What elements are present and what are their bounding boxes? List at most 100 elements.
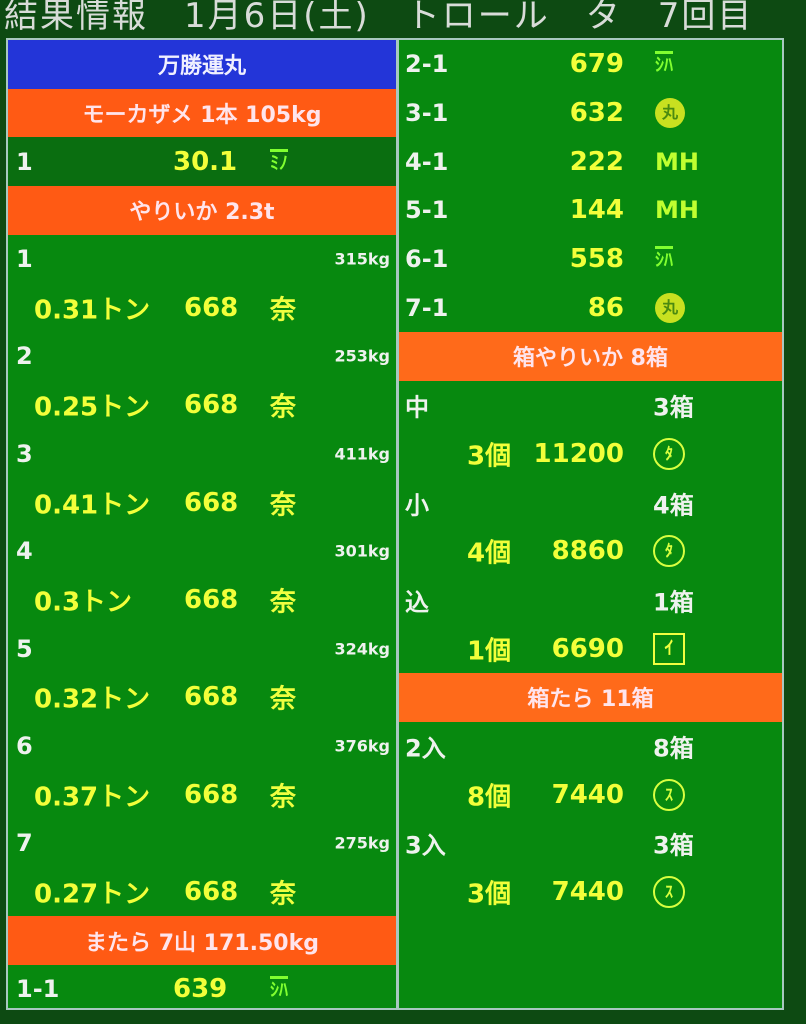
grade-label: 小 xyxy=(405,491,429,520)
buyer-mark-nara-icon: 奈 xyxy=(270,392,297,423)
section-header: モーカザメ 1本 105kg xyxy=(8,88,396,138)
result-row: 1 30.1 ﾐﾉ xyxy=(8,137,396,187)
lot-weight: 411kg xyxy=(334,444,391,464)
buyer-mark-nara-icon: 奈 xyxy=(270,879,297,910)
lot-weight: 275kg xyxy=(334,833,391,853)
lot-label: 2-1 xyxy=(405,50,449,79)
lot-number: 2 xyxy=(16,342,33,371)
lot-tons: 0.31トン xyxy=(34,295,151,326)
grade-row: 2入 8箱 xyxy=(399,722,782,771)
box-count: 3箱 xyxy=(653,393,694,422)
buyer-mark-cell: ｼﾊ xyxy=(655,246,673,272)
buyer-mark-cell: 奈 xyxy=(270,289,296,326)
lot-price: 668 xyxy=(184,779,239,810)
lot-row: 1 315kg xyxy=(8,235,396,284)
lot-price: 639 xyxy=(173,974,228,1005)
grade-row: 小 4箱 xyxy=(399,478,782,527)
buyer-mark-bar-icon: ｼﾊ xyxy=(270,976,288,1002)
lot-label: 6-1 xyxy=(405,245,449,274)
lot-label: 4-1 xyxy=(405,147,449,176)
buyer-mark-cell: 奈 xyxy=(270,581,296,618)
lot-detail-row: 0.27トン 668 奈 xyxy=(8,868,396,917)
buyer-mark-cell: 奈 xyxy=(270,776,296,813)
buyer-mark-nara-icon: 奈 xyxy=(270,587,297,618)
buyer-mark-cell: 奈 xyxy=(270,484,296,521)
result-row: 3-1 632 丸 xyxy=(399,89,782,138)
result-row: 2-1 679 ｼﾊ xyxy=(399,40,782,89)
lot-number: 6 xyxy=(16,731,33,760)
grade-detail-row: 1個 6690 ｲ xyxy=(399,624,782,673)
lot-detail-row: 0.37トン 668 奈 xyxy=(8,770,396,819)
lot-tons: 0.41トン xyxy=(34,490,151,521)
buyer-mark-cell: ﾀ xyxy=(653,437,685,470)
vessel-name: 万勝運丸 xyxy=(157,54,246,80)
buyer-mark-cell: ｼﾊ xyxy=(270,976,288,1002)
buyer-mark-cell: 丸 xyxy=(655,292,685,323)
buyer-mark-nara-icon: 奈 xyxy=(270,782,297,813)
lot-price: 679 xyxy=(569,49,624,80)
section-header-label: やりいか 2.3t xyxy=(129,200,275,226)
lot-number: 7 xyxy=(16,829,33,858)
lot-price: 30.1 xyxy=(173,146,238,177)
buyer-mark-circle-icon: ｽ xyxy=(653,778,685,811)
lot-detail-row: 0.25トン 668 奈 xyxy=(8,381,396,430)
buyer-mark-circle-icon: ﾀ xyxy=(653,535,685,568)
vessel-name-band: 万勝運丸 xyxy=(8,40,396,89)
buyer-mark-circle-filled-icon: 丸 xyxy=(655,98,685,129)
lot-row: 6 376kg xyxy=(8,722,396,771)
buyer-mark-cell: 奈 xyxy=(270,874,296,911)
page-title: 結果情報 1月6日(土) トロール タ 7回目 xyxy=(4,0,754,36)
piece-count: 1個 xyxy=(467,636,512,667)
lot-price: 86 xyxy=(587,292,624,323)
piece-count: 3個 xyxy=(467,441,512,472)
grade-row: 込 1箱 xyxy=(399,576,782,625)
lot-row: 7 275kg xyxy=(8,819,396,868)
lot-label: 7-1 xyxy=(405,293,449,322)
lot-row: 2 253kg xyxy=(8,332,396,381)
lot-detail-row: 0.32トン 668 奈 xyxy=(8,673,396,722)
buyer-mark-nara-icon: 奈 xyxy=(270,684,297,715)
lot-label: 1-1 xyxy=(16,975,60,1004)
lot-tons: 0.32トン xyxy=(34,684,151,715)
box-count: 4箱 xyxy=(653,491,694,520)
lot-weight: 376kg xyxy=(334,736,391,756)
lot-detail-row: 0.3トン 668 奈 xyxy=(8,576,396,625)
grade-detail-row: 3個 7440 ｽ xyxy=(399,868,782,917)
section-header: 箱やりいか 8箱 xyxy=(399,332,782,381)
lot-weight: 324kg xyxy=(334,639,391,659)
grade-detail-row: 4個 8860 ﾀ xyxy=(399,527,782,576)
lot-tons: 0.3トン xyxy=(34,587,133,618)
buyer-mark-bar-icon: ﾐﾉ xyxy=(270,148,288,174)
lot-price: 144 xyxy=(569,195,624,226)
lot-price: 222 xyxy=(569,146,624,177)
grade-label: 2入 xyxy=(405,734,446,763)
lot-number: 3 xyxy=(16,439,33,468)
buyer-mark-bar-icon: ｼﾊ xyxy=(655,246,673,272)
box-count: 8箱 xyxy=(653,734,694,763)
grade-detail-row: 3個 11200 ﾀ xyxy=(399,430,782,479)
lot-price: 668 xyxy=(184,877,239,908)
lot-number: 5 xyxy=(16,634,33,663)
grade-row: 3入 3箱 xyxy=(399,819,782,868)
lot-price: 668 xyxy=(184,584,239,615)
buyer-mark-circle-filled-icon: 丸 xyxy=(655,292,685,323)
lot-price: 668 xyxy=(184,390,239,421)
piece-count: 4個 xyxy=(467,538,512,569)
section-header-label: またら 7山 171.50kg xyxy=(85,930,319,956)
lot-row: 5 324kg xyxy=(8,624,396,673)
lot-row: 4 301kg xyxy=(8,527,396,576)
buyer-mark-mh-icon: MH xyxy=(655,147,699,176)
lot-price: 558 xyxy=(569,244,624,275)
lot-detail-row: 0.41トン 668 奈 xyxy=(8,478,396,527)
buyer-mark-cell: ﾀ xyxy=(653,535,685,568)
result-row: 6-1 558 ｼﾊ xyxy=(399,235,782,284)
buyer-mark-nara-icon: 奈 xyxy=(270,295,297,326)
grade-label: 3入 xyxy=(405,831,446,860)
box-count: 1箱 xyxy=(653,588,694,617)
lot-tons: 0.37トン xyxy=(34,782,151,813)
lot-number: 4 xyxy=(16,537,33,566)
buyer-mark-circle-icon: ｽ xyxy=(653,876,685,909)
buyer-mark-bar-icon: ｼﾊ xyxy=(655,51,673,77)
lot-weight: 315kg xyxy=(334,249,391,269)
lot-price: 7440 xyxy=(551,779,624,810)
